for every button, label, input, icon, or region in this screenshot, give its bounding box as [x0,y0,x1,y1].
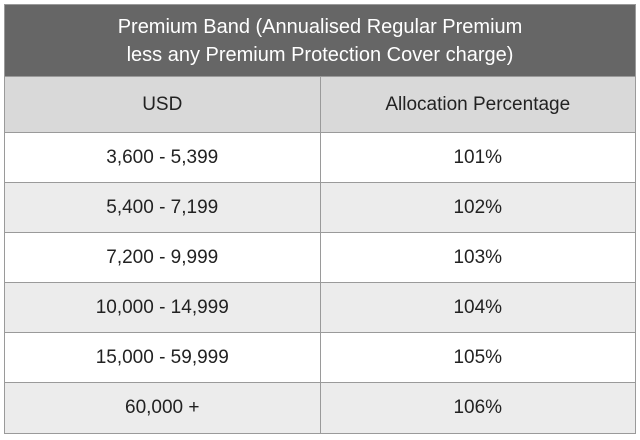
table-row: 10,000 - 14,999 104% [5,283,635,333]
table-row: 60,000 + 106% [5,383,635,433]
usd-range-cell: 7,200 - 9,999 [5,233,321,282]
column-header-allocation-percentage: Allocation Percentage [385,93,571,115]
table-title-line-1: Premium Band (Annualised Regular Premium [117,15,523,38]
table-row: 3,600 - 5,399 101% [5,133,635,183]
table-row: 7,200 - 9,999 103% [5,233,635,283]
column-header-usd: USD [5,77,321,132]
allocation-percentage-cell: 103% [453,246,503,268]
allocation-percentage-cell: 104% [453,296,503,318]
allocation-percentage-cell: 106% [453,397,503,418]
usd-range-cell: 5,400 - 7,199 [5,183,321,232]
table-title-line-2: less any Premium Protection Cover charge… [126,43,514,66]
usd-range-cell: 10,000 - 14,999 [5,283,321,332]
usd-range-cell: 3,600 - 5,399 [5,133,321,182]
usd-range-cell: 60,000 + [5,383,321,433]
table-row: 15,000 - 59,999 105% [5,333,635,383]
allocation-table: Premium Band (Annualised Regular Premium… [4,4,636,434]
table-row: 5,400 - 7,199 102% [5,183,635,233]
allocation-percentage-cell: 105% [453,346,503,368]
allocation-percentage-cell: 102% [453,196,503,218]
usd-range-cell: 15,000 - 59,999 [5,333,321,382]
table-header-row: USD Allocation Percentage [5,77,635,133]
table-title: Premium Band (Annualised Regular Premium… [5,5,635,77]
allocation-percentage-cell: 101% [453,146,503,168]
